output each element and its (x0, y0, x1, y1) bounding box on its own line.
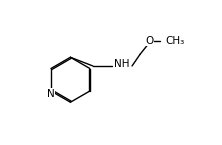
Text: CH₃: CH₃ (165, 36, 185, 46)
Text: O: O (145, 36, 154, 46)
Text: NH: NH (114, 59, 130, 69)
Text: N: N (47, 89, 55, 99)
